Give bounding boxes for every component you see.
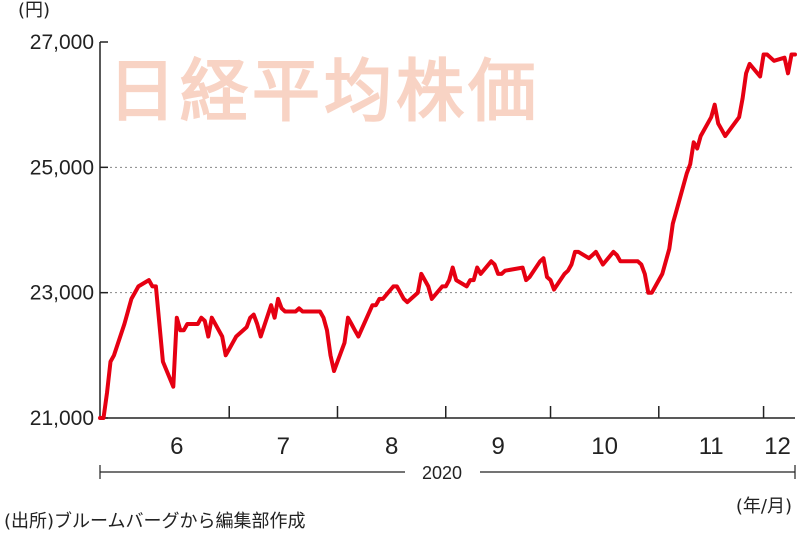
y-tick-label: 27,000 bbox=[30, 31, 94, 54]
y-unit-label: (円) bbox=[18, 0, 50, 21]
y-axis: 21,000 23,000 25,000 27,000 bbox=[30, 31, 108, 430]
y-tick-label: 21,000 bbox=[30, 407, 94, 430]
chart-title: 日経平均株価 bbox=[108, 53, 540, 132]
x-axis: 6 7 8 9 10 11 12 bbox=[170, 406, 791, 460]
source-note: (出所)ブルームバーグから編集部作成 bbox=[4, 510, 306, 532]
x-tick-label: 6 bbox=[170, 433, 183, 460]
year-bracket: 2020 bbox=[99, 463, 796, 483]
x-tick-label: 10 bbox=[591, 433, 618, 460]
gridlines bbox=[100, 166, 795, 294]
x-tick-label: 8 bbox=[385, 433, 398, 460]
y-tick-label: 23,000 bbox=[30, 282, 94, 305]
x-tick-label: 11 bbox=[699, 433, 724, 460]
y-tick-label: 25,000 bbox=[30, 156, 94, 179]
x-unit-label: (年/月) bbox=[736, 496, 792, 517]
x-tick-label: 12 bbox=[764, 433, 791, 460]
year-label: 2020 bbox=[422, 463, 462, 483]
x-tick-label: 9 bbox=[491, 433, 504, 460]
x-tick-label: 7 bbox=[277, 433, 290, 460]
series-line bbox=[98, 52, 797, 420]
